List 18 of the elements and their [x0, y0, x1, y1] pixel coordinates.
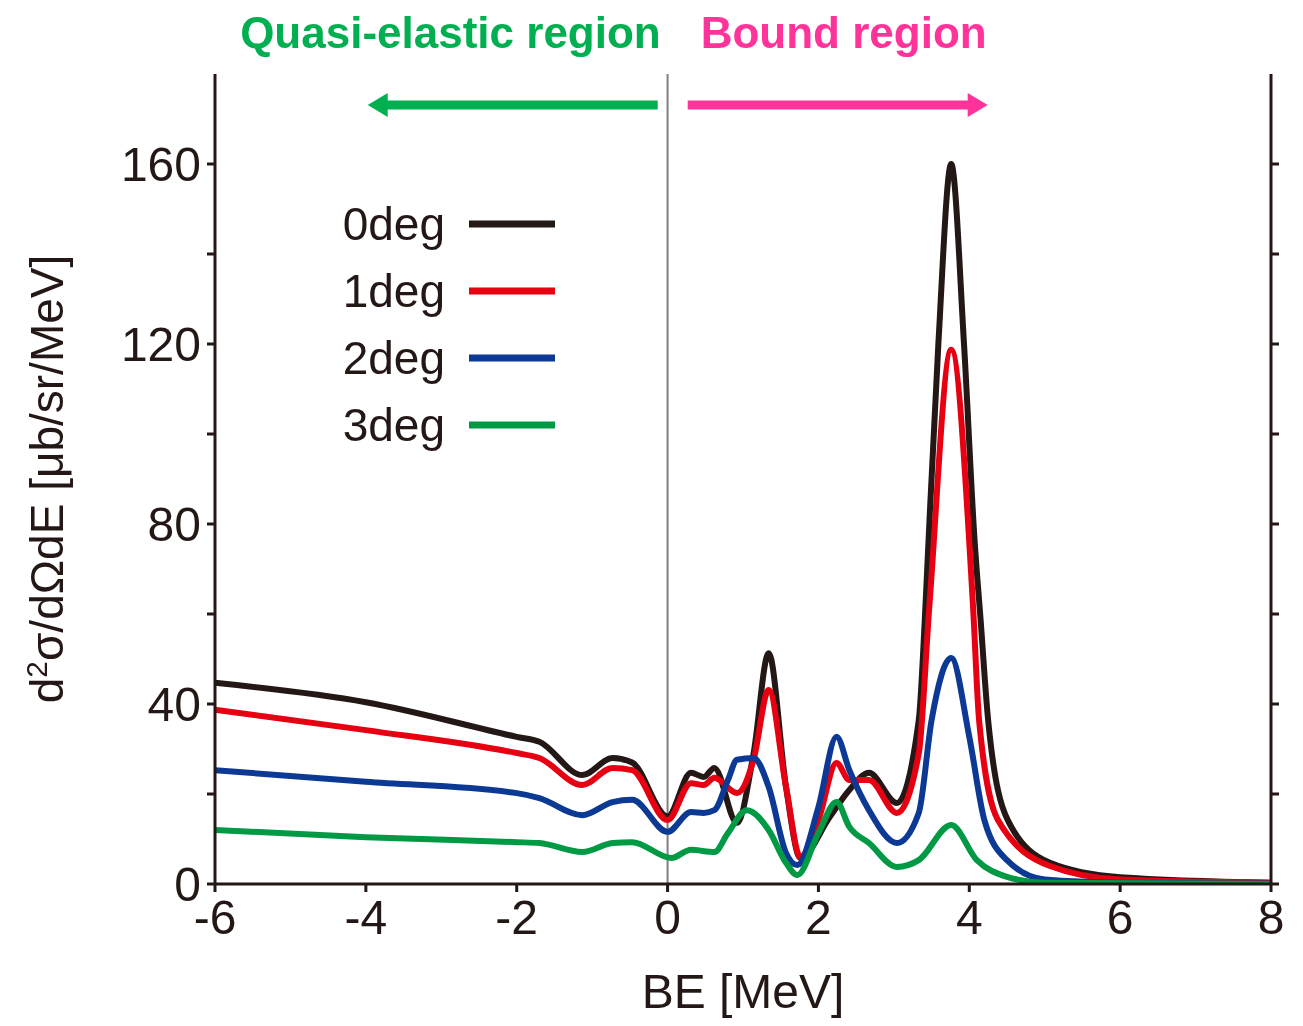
x-tick-label: -2: [495, 891, 539, 945]
x-tick-label: 6: [1106, 891, 1134, 945]
legend-label: 1deg: [342, 265, 445, 317]
y-tick-label: 160: [120, 138, 201, 192]
x-tick-label: 4: [955, 891, 983, 945]
x-axis-title: BE [MeV]: [641, 965, 845, 1018]
y-tick-label: 80: [147, 498, 201, 552]
x-tick-label: 8: [1257, 891, 1285, 945]
x-tick-label: 2: [805, 891, 832, 945]
text: Bound region: [700, 8, 987, 57]
x-tick-label: 0: [654, 891, 681, 945]
text: Quasi-elastic region: [240, 8, 661, 57]
legend-label: 3deg: [342, 399, 445, 451]
legend-label: 0deg: [342, 198, 445, 250]
legend-label: 2deg: [342, 332, 445, 384]
x-tick-label: -4: [344, 891, 388, 945]
y-tick-label: 120: [120, 318, 201, 372]
y-tick-label: 40: [147, 678, 201, 732]
